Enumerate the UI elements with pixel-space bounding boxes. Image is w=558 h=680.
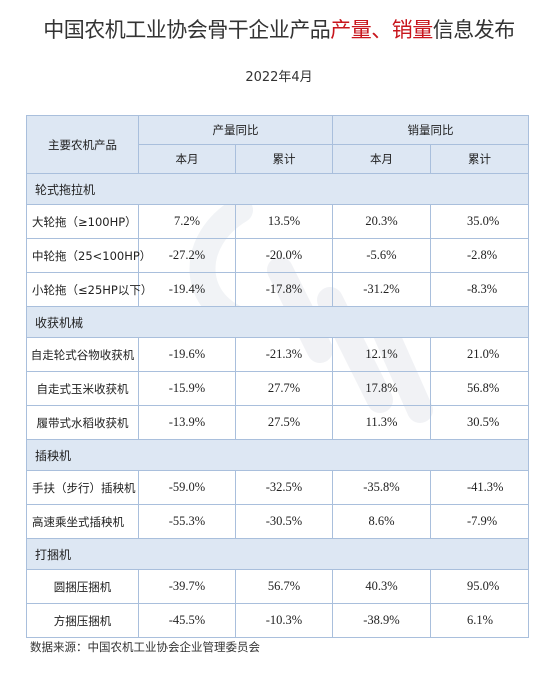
production-month-cell: -39.7% xyxy=(138,569,236,604)
product-name-cell: 自走轮式谷物收获机 xyxy=(26,337,139,372)
sales-month-cell: 20.3% xyxy=(332,204,431,239)
section-row: 收获机械 xyxy=(26,306,529,338)
group-header-production: 产量同比 xyxy=(138,115,333,145)
sales-cumulative-cell: 95.0% xyxy=(430,569,529,604)
sales-cumulative-cell: -41.3% xyxy=(430,470,529,505)
sales-month-cell: 17.8% xyxy=(332,371,431,406)
section-title: 轮式拖拉机 xyxy=(26,173,529,205)
production-month-cell: 7.2% xyxy=(138,204,236,239)
production-month-cell: -55.3% xyxy=(138,504,236,539)
header-row-subcolumns: 本月 累计 本月 累计 xyxy=(27,144,529,174)
sales-cumulative-cell: -2.8% xyxy=(430,238,529,273)
subheader-production-month: 本月 xyxy=(138,144,236,174)
sales-month-cell: -35.8% xyxy=(332,470,431,505)
sales-month-cell: -31.2% xyxy=(332,272,431,307)
sales-month-cell: 12.1% xyxy=(332,337,431,372)
production-month-cell: -27.2% xyxy=(138,238,236,273)
table-row: 手扶（步行）插秧机 -59.0% -32.5% -35.8% -41.3% xyxy=(26,470,529,505)
sales-cumulative-cell: 6.1% xyxy=(430,603,529,638)
production-cumulative-cell: 27.5% xyxy=(235,405,333,440)
production-cumulative-cell: -21.3% xyxy=(235,337,333,372)
table-row: 圆捆压捆机 -39.7% 56.7% 40.3% 95.0% xyxy=(26,569,529,604)
production-sales-table: 主要农机产品 产量同比 销量同比 本月 累计 本月 累计 轮式拖拉机 大轮拖（≥1… xyxy=(26,115,529,638)
title-suffix: 信息发布 xyxy=(432,18,516,42)
sales-month-cell: 40.3% xyxy=(332,569,431,604)
page-title: 中国农机工业协会骨干企业产品产量、销量信息发布 xyxy=(0,14,558,44)
product-name-cell: 手扶（步行）插秧机 xyxy=(26,470,139,505)
production-month-cell: -13.9% xyxy=(138,405,236,440)
subheader-production-cumulative: 累计 xyxy=(235,144,333,174)
group-header-sales: 销量同比 xyxy=(332,115,529,145)
product-name-cell: 小轮拖（≤25HP以下） xyxy=(26,272,152,307)
sales-month-cell: 8.6% xyxy=(332,504,431,539)
table-row: 小轮拖（≤25HP以下） -19.4% -17.8% -31.2% -8.3% xyxy=(26,272,529,307)
subheader-sales-month: 本月 xyxy=(332,144,431,174)
header-row-groups: 主要农机产品 产量同比 销量同比 xyxy=(26,115,529,174)
section-title: 打捆机 xyxy=(26,538,529,570)
sales-cumulative-cell: 35.0% xyxy=(430,204,529,239)
production-month-cell: -15.9% xyxy=(138,371,236,406)
table-row: 方捆压捆机 -45.5% -10.3% -38.9% 6.1% xyxy=(26,603,529,638)
production-month-cell: -45.5% xyxy=(138,603,236,638)
production-cumulative-cell: -17.8% xyxy=(235,272,333,307)
sales-cumulative-cell: 21.0% xyxy=(430,337,529,372)
title-prefix: 中国农机工业协会骨干企业产品 xyxy=(43,18,331,42)
section-row: 轮式拖拉机 xyxy=(26,173,529,205)
production-month-cell: -19.6% xyxy=(138,337,236,372)
production-cumulative-cell: -30.5% xyxy=(235,504,333,539)
title-highlight-sales: 销量 xyxy=(391,18,434,42)
sales-month-cell: -38.9% xyxy=(332,603,431,638)
product-name-cell: 圆捆压捆机 xyxy=(26,569,139,604)
title-separator: 、 xyxy=(371,18,392,42)
production-cumulative-cell: -20.0% xyxy=(235,238,333,273)
sales-cumulative-cell: 30.5% xyxy=(430,405,529,440)
product-name-cell: 自走式玉米收获机 xyxy=(26,371,139,406)
subheader-sales-cumulative: 累计 xyxy=(430,144,529,174)
product-name-cell: 高速乘坐式插秧机 xyxy=(26,504,139,539)
data-source-note: 数据来源：中国农机工业协会企业管理委员会 xyxy=(30,640,260,654)
sales-month-cell: 11.3% xyxy=(332,405,431,440)
sales-cumulative-cell: 56.8% xyxy=(430,371,529,406)
product-name-cell: 方捆压捆机 xyxy=(26,603,139,638)
sales-cumulative-cell: -8.3% xyxy=(430,272,529,307)
production-cumulative-cell: 56.7% xyxy=(235,569,333,604)
production-cumulative-cell: 27.7% xyxy=(235,371,333,406)
section-title: 插秧机 xyxy=(26,439,529,471)
product-name-cell: 大轮拖（≥100HP） xyxy=(26,204,139,239)
table-row: 自走式玉米收获机 -15.9% 27.7% 17.8% 56.8% xyxy=(26,371,529,406)
sales-month-cell: -5.6% xyxy=(332,238,431,273)
production-cumulative-cell: -32.5% xyxy=(235,470,333,505)
section-row: 插秧机 xyxy=(26,439,529,471)
table-row: 中轮拖（25<100HP） -27.2% -20.0% -5.6% -2.8% xyxy=(26,238,529,273)
product-name-cell: 履带式水稻收获机 xyxy=(26,405,139,440)
report-date: 2022年4月 xyxy=(245,70,313,85)
production-cumulative-cell: 13.5% xyxy=(235,204,333,239)
table-row: 履带式水稻收获机 -13.9% 27.5% 11.3% 30.5% xyxy=(26,405,529,440)
sales-cumulative-cell: -7.9% xyxy=(430,504,529,539)
section-row: 打捆机 xyxy=(26,538,529,570)
production-month-cell: -59.0% xyxy=(138,470,236,505)
production-cumulative-cell: -10.3% xyxy=(235,603,333,638)
product-name-cell: 中轮拖（25<100HP） xyxy=(26,238,151,273)
corner-header: 主要农机产品 xyxy=(26,115,139,174)
title-highlight-production: 产量 xyxy=(330,18,372,42)
table-row: 高速乘坐式插秧机 -55.3% -30.5% 8.6% -7.9% xyxy=(26,504,529,539)
section-title: 收获机械 xyxy=(26,306,529,338)
table-row: 自走轮式谷物收获机 -19.6% -21.3% 12.1% 21.0% xyxy=(26,337,529,372)
table-row: 大轮拖（≥100HP） 7.2% 13.5% 20.3% 35.0% xyxy=(26,204,529,239)
production-month-cell: -19.4% xyxy=(138,272,236,307)
